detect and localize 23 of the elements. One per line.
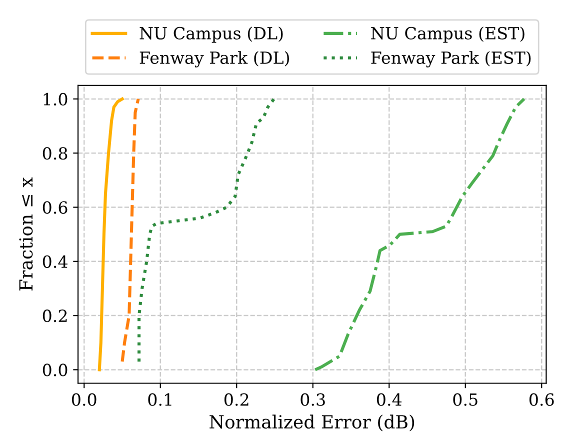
y-tick-label: 0.6 <box>42 201 68 214</box>
y-tick-label: 0.4 <box>42 255 68 268</box>
x-tick-label: 0.2 <box>224 393 248 406</box>
line-series <box>138 97 276 364</box>
x-tick-label: 0.1 <box>148 393 172 406</box>
legend-label: Fenway Park (DL) <box>140 51 289 68</box>
y-tick-label: 0.0 <box>42 364 68 376</box>
y-tick-label: 0.8 <box>42 147 68 160</box>
line-series <box>98 97 124 372</box>
x-tick-label: 0.4 <box>376 393 402 406</box>
x-tick-label: 0.5 <box>453 393 478 406</box>
line-series <box>120 97 140 364</box>
x-axis-title: Normalized Error (dB) <box>210 414 414 432</box>
y-tick-label: 0.2 <box>42 310 67 322</box>
x-tick-label: 0.3 <box>300 393 325 406</box>
y-axis-title: Fraction ≤ x <box>19 177 33 291</box>
x-tick-label: 0.0 <box>72 393 96 406</box>
legend-label: NU Campus (EST) <box>371 26 524 43</box>
line-series <box>314 97 526 372</box>
legend-label: Fenway Park (EST) <box>371 51 531 68</box>
x-tick-label: 0.6 <box>529 393 554 406</box>
y-tick-label: 1.0 <box>44 92 68 106</box>
legend-label: NU Campus (DL) <box>140 26 283 43</box>
